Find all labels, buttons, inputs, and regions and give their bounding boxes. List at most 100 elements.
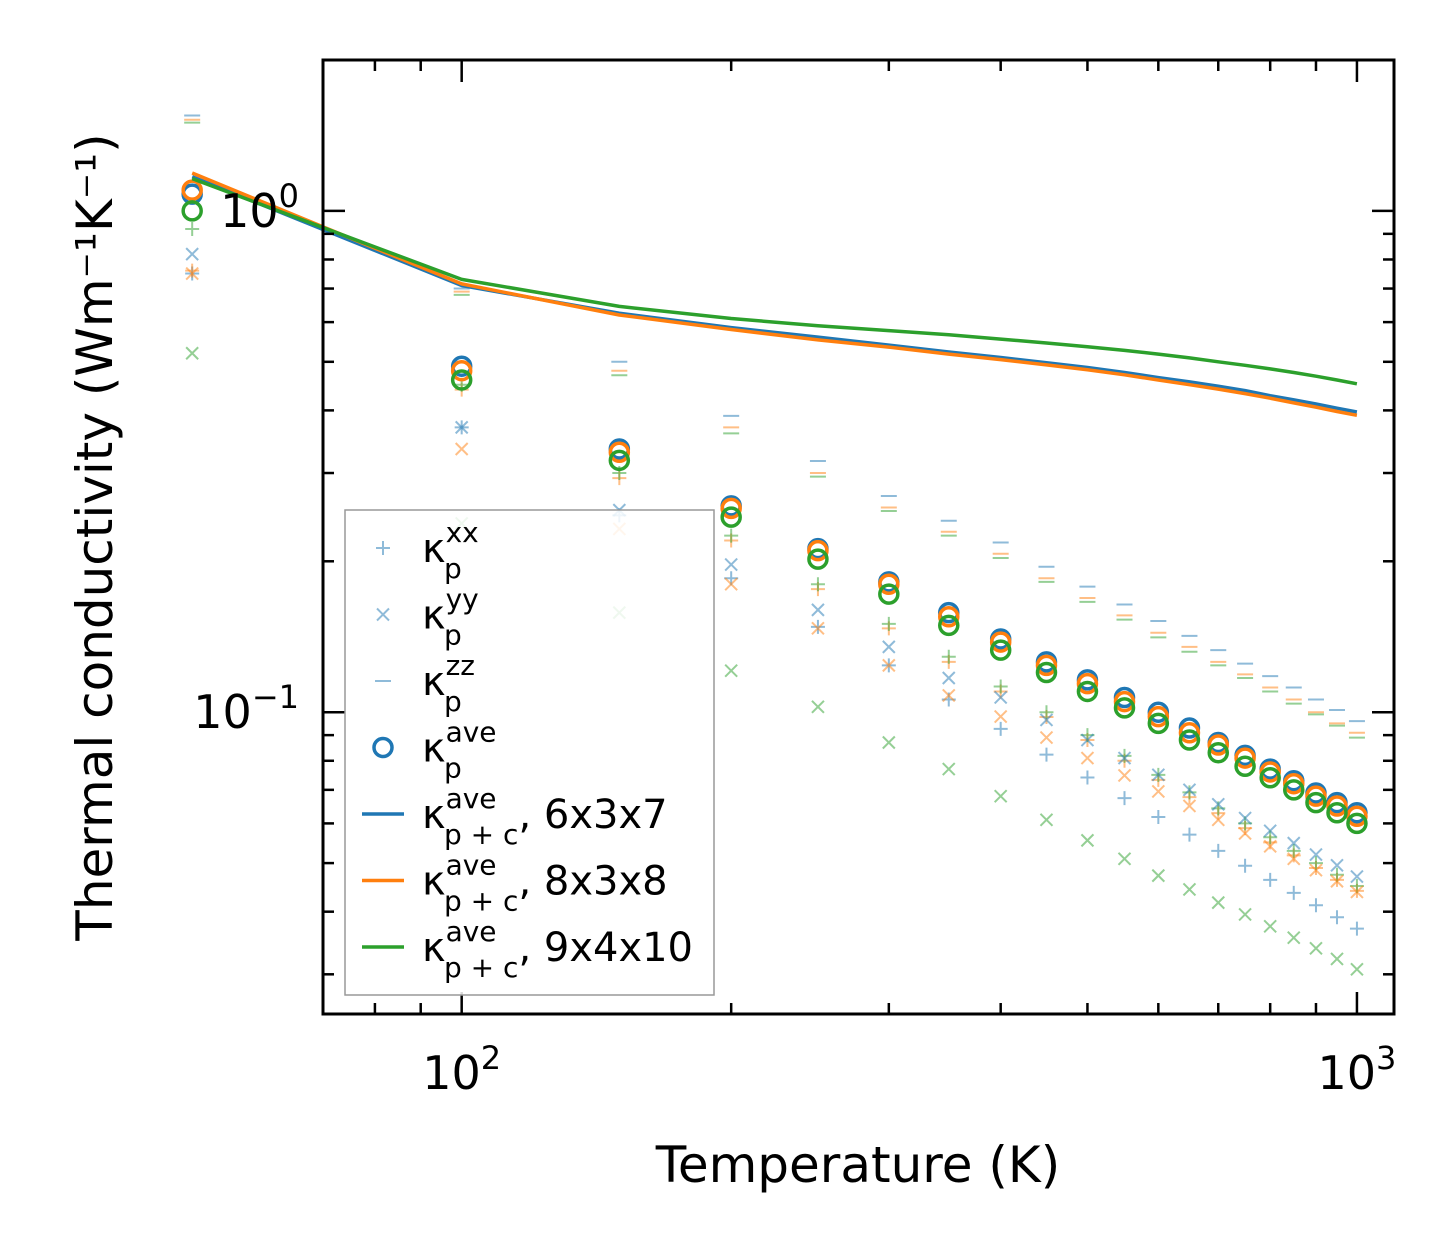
point-circle-orange xyxy=(1147,705,1170,728)
series-line-orange xyxy=(191,171,1358,418)
point-cross-green xyxy=(1117,852,1132,866)
point-circle-green xyxy=(989,639,1012,661)
legend-marker-plus xyxy=(376,541,390,555)
point-circle-green xyxy=(938,614,960,637)
point-cross-orange xyxy=(1263,839,1277,854)
point-circle-orange xyxy=(878,573,900,595)
point-circle-green xyxy=(450,369,473,391)
point-circle-orange xyxy=(1283,772,1305,795)
point-cross-blue xyxy=(811,603,825,617)
point-plus-blue xyxy=(1330,910,1344,925)
point-cross-blue xyxy=(942,671,956,685)
x-axis-label: Temperature (K) xyxy=(655,1136,1060,1194)
point-cross-blue xyxy=(1182,783,1197,797)
point-cross-orange xyxy=(1309,863,1323,877)
point-cross-green xyxy=(1039,813,1054,827)
point-cross-blue xyxy=(1287,836,1301,850)
point-circle-green xyxy=(720,506,742,528)
point-cross-orange xyxy=(1080,751,1095,765)
point-circle-orange xyxy=(1207,734,1230,756)
point-plus-green xyxy=(1182,785,1197,800)
point-cross-orange xyxy=(454,442,469,456)
point-plus-green xyxy=(881,616,896,631)
point-cross-orange xyxy=(1039,730,1054,745)
point-cross-blue xyxy=(1238,811,1252,825)
point-circle-green xyxy=(807,548,829,570)
point-cross-orange xyxy=(724,577,738,591)
y-tick-label: 100 xyxy=(220,177,299,238)
point-plus-blue xyxy=(1211,843,1226,858)
point-plus-blue xyxy=(1349,921,1364,936)
legend-box xyxy=(344,509,715,996)
y-tick-label: 10−1 xyxy=(193,678,299,739)
point-cross-orange xyxy=(811,621,825,636)
point-cross-blue xyxy=(1080,733,1095,747)
point-circle-green xyxy=(1147,712,1170,735)
point-plus-blue xyxy=(1286,885,1301,900)
legend-label: κave p + c, 6x3x7 xyxy=(422,782,668,851)
point-plus-green xyxy=(810,577,825,592)
point-cross-blue xyxy=(1350,869,1364,884)
point-plus-green xyxy=(993,679,1008,694)
legend-marker-cross xyxy=(376,607,390,622)
legend-label: κave p + c, 8x3x8 xyxy=(422,849,668,918)
point-cross-green xyxy=(1330,952,1344,966)
point-circle-green xyxy=(181,200,203,222)
point-plus-blue xyxy=(1182,827,1197,842)
point-cross-blue xyxy=(1263,824,1277,838)
point-plus-green xyxy=(1117,748,1132,763)
axis-ticks xyxy=(321,58,1394,1014)
x-tick-label: 102 xyxy=(422,1039,501,1100)
legend-label: κave p + c, 9x4x10 xyxy=(422,915,693,984)
point-cross-green xyxy=(1350,962,1364,976)
point-cross-green xyxy=(882,735,896,750)
point-circle-green xyxy=(1346,812,1368,835)
plot-frame xyxy=(321,58,1396,1016)
x-tick-label: 103 xyxy=(1317,1039,1396,1100)
point-circle-green xyxy=(1259,766,1281,789)
point-cross-orange xyxy=(1238,826,1252,841)
point-plus-blue xyxy=(1117,791,1132,806)
point-cross-green xyxy=(993,789,1008,803)
point-circle-orange xyxy=(938,606,960,628)
point-cross-blue xyxy=(882,640,896,654)
point-cross-blue xyxy=(1151,768,1166,782)
point-plus-blue xyxy=(1151,809,1166,824)
point-cross-green xyxy=(1309,941,1323,956)
point-circle-green xyxy=(878,583,900,605)
point-plus-blue xyxy=(1238,858,1253,873)
point-circle-orange xyxy=(181,179,203,201)
point-circle-green xyxy=(608,449,631,472)
point-cross-orange xyxy=(1350,885,1364,899)
point-cross-blue xyxy=(1117,751,1132,765)
point-circle-orange xyxy=(720,497,742,520)
point-cross-orange xyxy=(1182,799,1197,813)
point-cross-blue xyxy=(993,690,1008,705)
point-circle-green xyxy=(1035,661,1058,684)
point-cross-green xyxy=(1151,868,1166,883)
point-circle-orange xyxy=(1305,785,1327,807)
point-cross-blue xyxy=(185,247,199,261)
point-circle-green xyxy=(1113,697,1136,719)
point-plus-blue xyxy=(1263,872,1278,887)
point-circle-orange xyxy=(608,441,631,464)
point-plus-green xyxy=(941,649,956,664)
point-cross-orange xyxy=(882,658,896,673)
point-cross-orange xyxy=(942,688,956,703)
point-circle-orange xyxy=(1113,690,1136,713)
point-cross-green xyxy=(724,663,738,678)
y-axis-label: Thermal conductivity (Wm⁻¹K⁻¹) xyxy=(66,133,124,941)
point-cross-green xyxy=(942,762,956,776)
point-circle-orange xyxy=(450,359,473,382)
point-circle-green xyxy=(1178,729,1201,751)
point-plus-green xyxy=(1039,705,1054,720)
point-cross-green xyxy=(185,346,199,360)
point-plus-green xyxy=(1308,856,1323,871)
point-cross-blue xyxy=(1039,713,1054,727)
point-circle-green xyxy=(1326,802,1348,824)
point-circle-orange xyxy=(1076,672,1099,695)
legend-label: κxx p xyxy=(422,516,479,585)
point-plus-green xyxy=(185,222,200,237)
